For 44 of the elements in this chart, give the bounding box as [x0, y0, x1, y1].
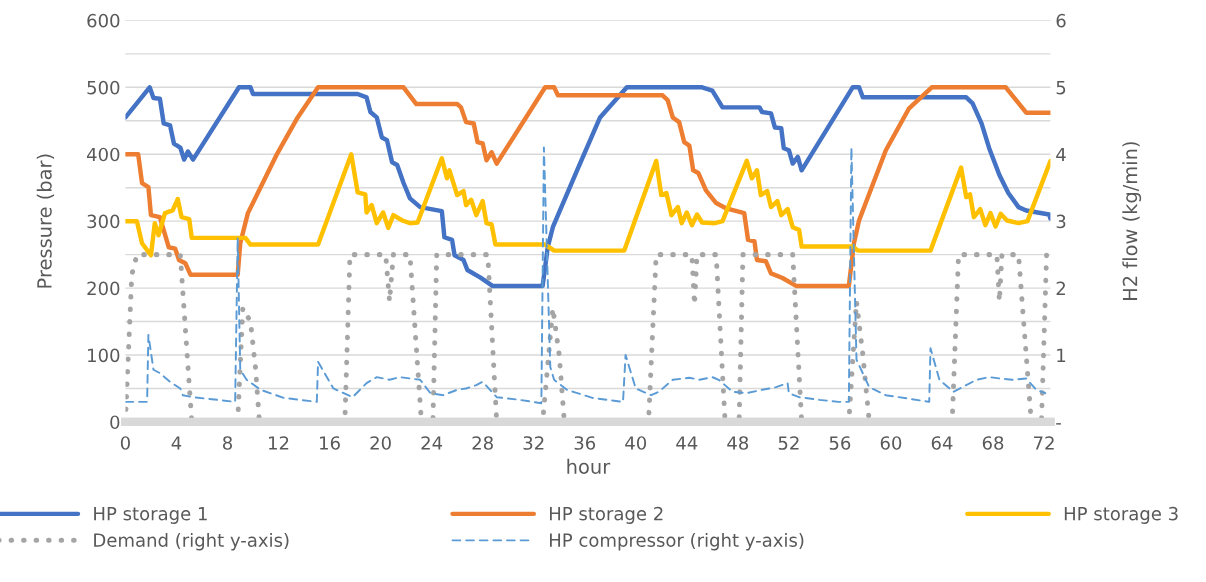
- legend-label: HP storage 1: [94, 507, 207, 524]
- y-tick-label: 100: [88, 348, 120, 363]
- x-tick-label: 0: [120, 436, 130, 450]
- x-tick-label: 4: [171, 436, 182, 450]
- legend-label: HP storage 3: [1064, 506, 1178, 524]
- x-tick-label: 40: [625, 436, 647, 450]
- y-tick-label: 0: [110, 415, 120, 430]
- x-tick-label: 24: [421, 436, 443, 450]
- y2-tick-label: 6: [1056, 13, 1066, 28]
- y-tick-label: 600: [87, 13, 120, 28]
- x-tick-label: 8: [222, 436, 232, 450]
- x-tick-label: 48: [727, 436, 749, 450]
- x-tick-label: 12: [269, 436, 289, 450]
- x-tick-label: 32: [523, 436, 544, 450]
- y2-tick-label: 5: [1056, 81, 1066, 95]
- x-tick-label: 56: [829, 436, 851, 450]
- x-tick-label: 60: [880, 436, 902, 450]
- y-tick-label: 300: [87, 214, 120, 229]
- line-series: [125, 152, 1051, 258]
- legend-label: Demand (right y-axis): [94, 532, 289, 551]
- x-tick-label: 64: [931, 436, 953, 450]
- x-tick-label: 72: [1034, 436, 1054, 450]
- y2-tick-label: 3: [1056, 214, 1066, 229]
- y-tick-label: 200: [87, 281, 120, 296]
- y-tick-label: 400: [86, 147, 120, 162]
- line-series: [125, 146, 1047, 405]
- y2-tick-label: 1: [1057, 348, 1066, 362]
- x-tick-label: 36: [574, 436, 596, 450]
- x-tick-label: 16: [320, 436, 340, 450]
- x-tick-label: 20: [370, 436, 391, 450]
- y-tick-label: 500: [87, 80, 120, 95]
- y2-tick-label: 4: [1056, 147, 1066, 162]
- x-axis-title: hour: [567, 458, 611, 474]
- y2-axis-title: H2 flow (kg/min): [1122, 142, 1142, 300]
- x-tick-label: 28: [472, 436, 493, 450]
- x-tick-label: 52: [778, 436, 799, 450]
- line-series: [125, 85, 1051, 289]
- x-tick-label: 68: [982, 436, 1004, 450]
- x-tick-label: 44: [676, 436, 698, 450]
- y2-tick-label: -: [1056, 423, 1061, 425]
- y2-tick-label: 2: [1056, 281, 1065, 295]
- y-axis-title: Pressure (bar): [36, 154, 55, 288]
- legend-label: HP compressor (right y-axis): [550, 532, 804, 551]
- legend-label: HP storage 2: [550, 506, 663, 524]
